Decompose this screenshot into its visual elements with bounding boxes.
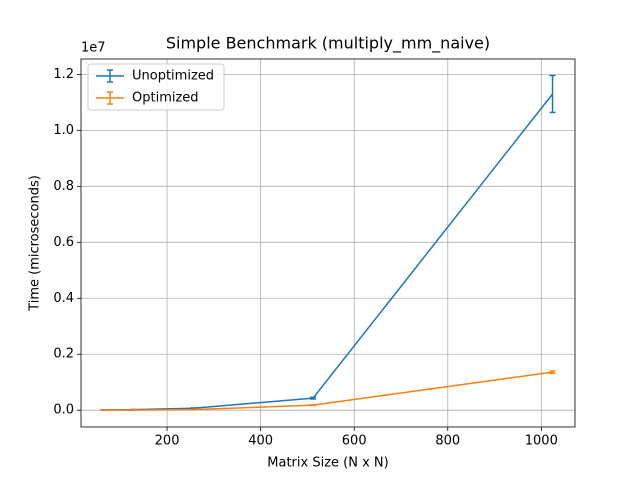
offset-text: 1e7 [81,41,106,56]
plot-frame [80,58,576,428]
error-bar [310,404,317,407]
y-tick-label: 0.4 [53,291,74,306]
error-bar [549,370,556,375]
chart-title: Simple Benchmark (multiply_mm_naive) [166,34,490,54]
error-bar [549,74,556,114]
y-tick-label: 0.6 [53,235,74,250]
x-tick-label: 600 [342,434,367,449]
y-tick-label: 1.0 [53,123,74,138]
x-tick-label: 400 [248,434,273,449]
x-tick-label: 200 [155,434,180,449]
x-tick-label: 800 [435,434,460,449]
error-bar [310,396,317,400]
y-tick-label: 0.0 [53,403,74,418]
y-tick-label: 0.8 [53,179,74,194]
y-tick-label: 1.2 [53,67,74,82]
y-tick-label: 0.2 [53,347,74,362]
x-tick-label: 1000 [525,434,558,449]
legend-label: Optimized [132,91,199,106]
x-axis-label: Matrix Size (N x N) [267,456,388,471]
legend-label: Unoptimized [132,69,214,84]
error-bar [190,407,197,410]
y-axis-label: Time (microseconds) [28,175,43,312]
